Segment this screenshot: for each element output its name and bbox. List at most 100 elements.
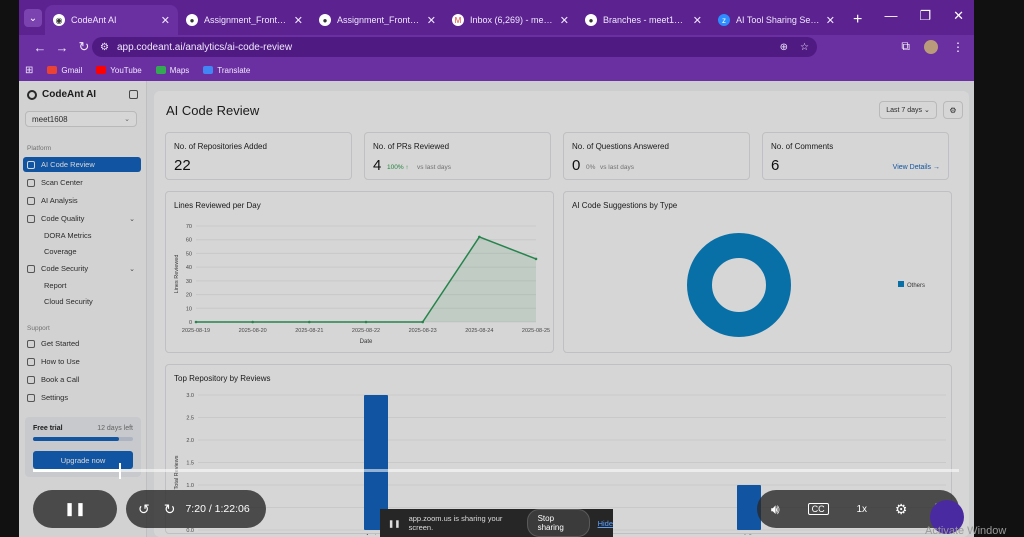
date-range-select[interactable]: Last 7 days ⌄: [879, 101, 937, 119]
y-tick-label: 40: [186, 265, 192, 271]
sidebar: CodeAnt AI meet1608 ⌄ Platform AI Code R…: [19, 81, 147, 537]
sidebar-item-coverage[interactable]: Coverage: [44, 247, 77, 256]
sidebar-item-cloud-security[interactable]: Cloud Security: [44, 297, 93, 306]
trial-progress-fill: [33, 437, 119, 441]
data-point: [534, 257, 538, 261]
sidebar-item-dora-metrics[interactable]: DORA Metrics: [44, 231, 92, 240]
data-point: [251, 320, 254, 324]
github-icon: ●: [585, 14, 597, 26]
bookmark-youtube[interactable]: YouTube: [96, 66, 142, 75]
url-text: app.codeant.ai/analytics/ai-code-review: [116, 41, 293, 53]
trial-days-left: 12 days left: [97, 425, 133, 432]
star-icon[interactable]: ☆: [800, 41, 809, 53]
new-tab-button[interactable]: +: [853, 11, 863, 28]
gear-icon[interactable]: ⚙: [943, 101, 963, 119]
scan-icon: [27, 178, 35, 187]
zoom-icon[interactable]: ⊕: [779, 41, 789, 53]
profile-avatar[interactable]: [924, 39, 938, 54]
x-tick-label: 2025-08-19: [182, 328, 210, 334]
apps-icon[interactable]: ⊞: [25, 64, 34, 76]
bookmark-gmail[interactable]: Gmail: [47, 66, 82, 75]
back-icon[interactable]: ←: [33, 39, 47, 55]
reload-icon[interactable]: ↻: [78, 39, 90, 54]
chevron-down-icon: ⌄: [129, 265, 135, 273]
youtube-icon: [96, 66, 107, 74]
close-window-icon[interactable]: ✕: [953, 8, 964, 23]
bar: [364, 395, 388, 530]
minimize-icon[interactable]: —: [884, 8, 898, 23]
site-info-icon[interactable]: ⚙: [100, 41, 109, 53]
close-icon[interactable]: ✕: [426, 14, 436, 27]
tab-gmail[interactable]: M Inbox (6,269) - meetvisodi ✕: [444, 5, 577, 35]
org-name: meet1608: [32, 114, 68, 124]
main-content: AI Code Review Last 7 days ⌄ ⚙ No. of Re…: [154, 91, 969, 537]
tab-title: Assignment_Frontend/Arti: [204, 15, 288, 25]
codeant-icon: ◉: [53, 14, 65, 26]
tab-github-3[interactable]: ● Branches - meet1608/cloth ✕: [577, 5, 710, 35]
tab-github-2[interactable]: ● Assignment_Frontend/Arti ✕: [311, 5, 444, 35]
close-icon[interactable]: ✕: [692, 14, 702, 27]
bookmark-maps[interactable]: Maps: [155, 66, 189, 75]
y-tick-label: 20: [186, 293, 192, 299]
org-selector[interactable]: meet1608 ⌄: [25, 111, 137, 127]
y-axis-label: Total Reviews: [174, 455, 180, 489]
x-tick-label: clothe: [742, 534, 757, 535]
support-label: Support: [27, 325, 50, 332]
sidebar-item-ai-code-review[interactable]: AI Code Review: [23, 157, 141, 172]
sidebar-collapse-icon[interactable]: [129, 90, 138, 99]
x-tick-label: 2025-08-22: [352, 328, 380, 334]
x-tick-label: 2025-08-25: [522, 328, 550, 334]
close-icon[interactable]: ✕: [825, 14, 835, 27]
sidebar-item-get-started[interactable]: Get Started: [23, 336, 141, 351]
close-icon[interactable]: ✕: [160, 14, 170, 27]
sidebar-item-settings[interactable]: Settings: [23, 390, 141, 405]
forward-icon[interactable]: →: [55, 39, 69, 55]
gmail-icon: M: [452, 14, 464, 26]
url-field[interactable]: ⚙ app.codeant.ai/analytics/ai-code-revie…: [92, 37, 817, 57]
sidebar-item-how-to-use[interactable]: How to Use: [23, 354, 141, 369]
trial-card: Free trial 12 days left Upgrade now: [25, 417, 141, 477]
bookmarks-bar: ⊞ Gmail YouTube Maps Translate: [19, 59, 974, 81]
y-tick-label: 3.0: [186, 393, 194, 399]
tab-codeant[interactable]: ◉ CodeAnt AI ✕: [45, 5, 178, 35]
y-tick-label: 50: [186, 251, 192, 257]
series-area: [196, 236, 536, 322]
browser-window: ⌄ ◉ CodeAnt AI ✕ ● Assignment_Frontend/A…: [19, 0, 974, 537]
bar: [737, 485, 761, 530]
sidebar-item-scan-center[interactable]: Scan Center: [23, 175, 141, 190]
tab-search-button[interactable]: ⌄: [24, 9, 42, 27]
rocket-icon: [27, 339, 35, 348]
window-controls: — ❐ ✕: [884, 8, 964, 24]
suggestions-chart: Others: [687, 233, 925, 337]
sidebar-item-code-quality[interactable]: Code Quality ⌄: [23, 211, 141, 226]
tab-title: AI Tool Sharing Session: [736, 15, 820, 25]
y-tick-label: 0.5: [186, 506, 194, 512]
codeant-logo-icon: [27, 89, 37, 100]
stat-prs-reviewed: No. of PRs Reviewed 4 100% ↑ vs last day…: [364, 132, 551, 180]
close-icon[interactable]: ✕: [293, 14, 303, 27]
help-icon: [27, 357, 35, 366]
sidebar-item-report[interactable]: Report: [44, 281, 67, 290]
address-bar: ← → ↻ ⚙ app.codeant.ai/analytics/ai-code…: [19, 35, 974, 59]
stat-questions: No. of Questions Answered 0 0% vs last d…: [563, 132, 750, 180]
x-axis-label: Date: [360, 339, 373, 345]
y-tick-label: 0: [189, 320, 192, 326]
zoom-icon: z: [718, 14, 730, 26]
menu-icon[interactable]: ⋮: [952, 39, 964, 54]
tab-zoom[interactable]: z AI Tool Sharing Session ✕: [710, 5, 843, 35]
app-page: CodeAnt AI meet1608 ⌄ Platform AI Code R…: [19, 81, 974, 537]
sidebar-item-book-call[interactable]: Book a Call: [23, 372, 141, 387]
security-icon: [27, 264, 35, 273]
upgrade-button[interactable]: Upgrade now: [33, 451, 133, 469]
close-icon[interactable]: ✕: [559, 14, 569, 27]
bookmark-translate[interactable]: Translate: [203, 66, 250, 75]
restore-icon[interactable]: ❐: [919, 8, 932, 23]
tab-github-1[interactable]: ● Assignment_Frontend/Arti ✕: [178, 5, 311, 35]
brand[interactable]: CodeAnt AI: [27, 89, 96, 100]
sidebar-item-ai-analysis[interactable]: AI Analysis: [23, 193, 141, 208]
sidebar-item-code-security[interactable]: Code Security ⌄: [23, 261, 141, 276]
extensions-icon[interactable]: ⧉: [901, 39, 910, 53]
view-details-link[interactable]: View Details →: [892, 164, 940, 171]
github-icon: ●: [186, 14, 198, 26]
